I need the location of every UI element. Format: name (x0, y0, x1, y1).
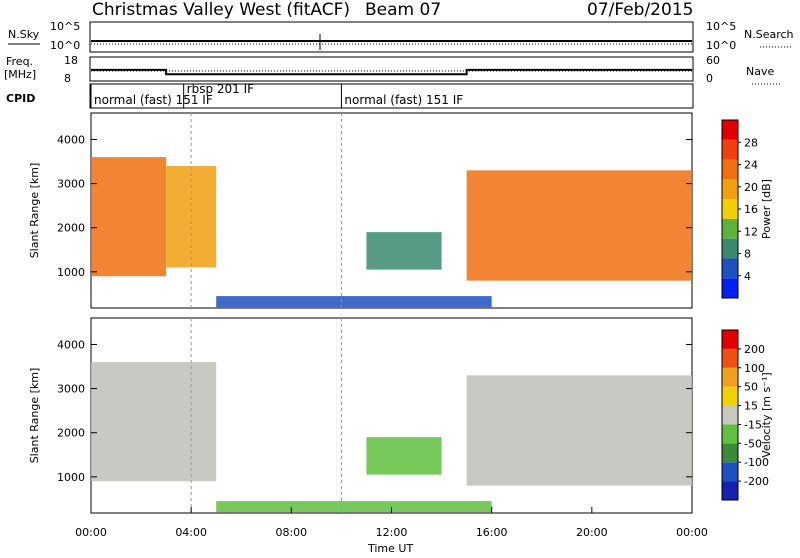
y-tick-label: 3000 (57, 178, 85, 191)
y-tick-label: 4000 (57, 338, 85, 351)
noise-tick-high-right: 10^5 (706, 20, 736, 33)
scatter-region (91, 157, 167, 277)
colorbar-tick-label: 16 (744, 203, 758, 216)
scatter-region (466, 375, 692, 486)
colorbar-swatch (722, 443, 738, 463)
colorbar-swatch (722, 199, 738, 219)
colorbar-tick-label: -200 (744, 475, 769, 488)
nsky-label: N.Sky (8, 28, 40, 41)
colorbar-tick-label: 50 (744, 381, 758, 394)
y-axis-title: Slant Range [km] (28, 368, 41, 464)
freq-strip: Freq. [MHz] 18 8 60 0 Nave (4, 54, 780, 85)
y-tick-label: 1000 (57, 471, 85, 484)
colorbar-swatch (722, 424, 738, 444)
time-axis: 00:00 04:00 08:00 12:00 16:00 20:00 00:00 (75, 507, 708, 539)
colorbar-swatch (722, 348, 738, 368)
colorbar-swatch (722, 159, 738, 180)
colorbar-swatch (722, 179, 738, 200)
colorbar-tick-label: 100 (744, 362, 765, 375)
scatter-region (366, 232, 442, 270)
x-tick-label: 04:00 (175, 526, 207, 539)
cpid-segment: rbsp 201 IF (187, 82, 254, 96)
colorbar-frame (721, 329, 739, 501)
colorbar-tick-label: -50 (744, 437, 762, 450)
freq-label-line2: [MHz] (4, 68, 36, 81)
noise-tick-high-left: 10^5 (50, 20, 80, 33)
y-tick-label: 2000 (57, 427, 85, 440)
nave-tick-low: 0 (706, 72, 713, 85)
y-tick-label: 2000 (57, 222, 85, 235)
scatter-region (216, 296, 492, 308)
colorbar-swatch (722, 405, 738, 425)
colorbar-title: Power [dB] (760, 179, 773, 239)
x-tick-label: 20:00 (576, 526, 608, 539)
x-axis-title: Time UT (367, 542, 413, 554)
freq-tick-high: 18 (64, 54, 78, 67)
power-panel: 1000 2000 3000 4000 Slant Range [km] (28, 112, 693, 309)
scatter-region (216, 501, 492, 513)
y-tick-label: 4000 (57, 133, 85, 146)
x-tick-label: 00:00 (676, 526, 708, 539)
cpid-segment: normal (fast) 151 IF (94, 93, 213, 107)
y-tick-label: 3000 (57, 383, 85, 396)
cpid-strip-frame (89, 83, 694, 109)
colorbar-swatch (722, 139, 738, 160)
colorbar-tick-label: 15 (744, 400, 758, 413)
freq-strip-frame (89, 56, 694, 82)
station-title: Christmas Valley West (fitACF) (92, 0, 350, 20)
nave-tick-high: 60 (706, 54, 720, 67)
freq-tick-low: 8 (64, 72, 71, 85)
nsearch-label: N.Search (744, 28, 794, 41)
colorbar-swatch (722, 278, 738, 298)
scatter-region (466, 170, 692, 281)
velocity-panel: 1000 2000 3000 4000 Slant Range [km] (28, 317, 693, 514)
colorbar-tick-label: -15 (744, 418, 762, 431)
colorbar-tick-label: 28 (744, 136, 758, 149)
colorbar-swatch (722, 386, 738, 406)
x-tick-label: 12:00 (376, 526, 408, 539)
colorbar-tick-label: 200 (744, 343, 765, 356)
noise-strip: N.Sky 10^5 10^0 10^5 10^0 N.Search (8, 20, 794, 53)
colorbar-swatch (722, 481, 738, 500)
power-colorbar: 4 8 12 16 20 24 28 Power [dB] (721, 119, 773, 299)
scatter-region (366, 437, 442, 475)
velocity-colorbar: 200 100 50 15 -15 -50 -100 -200 Velocity [m s⁻¹] (721, 329, 773, 501)
freq-trace (91, 68, 692, 76)
colorbar-title: Velocity [m s⁻¹] (760, 372, 773, 457)
colorbar-tick-label: -100 (744, 456, 769, 469)
x-tick-label: 08:00 (275, 526, 307, 539)
nave-label: Nave (746, 65, 774, 78)
y-axis-title: Slant Range [km] (28, 163, 41, 259)
noise-tick-low-left: 10^0 (50, 39, 80, 52)
colorbar-tick-label: 12 (744, 225, 758, 238)
cpid-segment: normal (fast) 151 IF (344, 93, 463, 107)
colorbar-swatch (722, 367, 738, 387)
noise-strip-frame (89, 21, 694, 53)
colorbar-swatch (722, 258, 738, 279)
y-tick-label: 1000 (57, 266, 85, 279)
colorbar-swatch (722, 218, 738, 239)
freq-label-line1: Freq. (6, 55, 33, 68)
x-tick-label: 00:00 (75, 526, 107, 539)
x-tick-label: 16:00 (476, 526, 508, 539)
date-label: 07/Feb/2015 (587, 0, 693, 20)
colorbar-tick-label: 8 (744, 248, 751, 261)
colorbar-tick-label: 4 (744, 270, 751, 283)
beam-label: Beam 07 (365, 0, 441, 20)
cpid-label: CPID (6, 92, 35, 105)
colorbar-swatch (722, 238, 738, 259)
colorbar-tick-label: 20 (744, 181, 758, 194)
colorbar-tick-label: 24 (744, 159, 758, 172)
scatter-region (91, 362, 217, 482)
colorbar-swatch (722, 330, 738, 349)
noise-tick-low-right: 10^0 (706, 39, 736, 52)
colorbar-swatch (722, 120, 738, 140)
colorbar-swatch (722, 462, 738, 482)
